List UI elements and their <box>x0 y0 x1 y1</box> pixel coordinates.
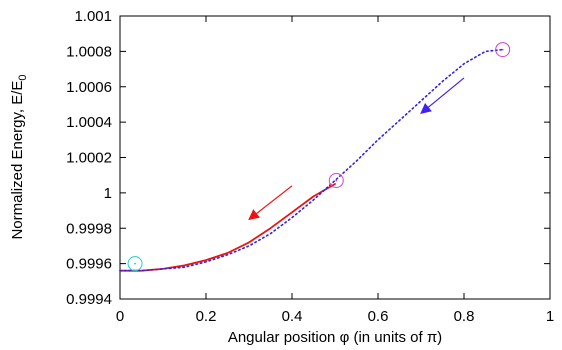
y-tick-label: 1.0004 <box>66 114 112 131</box>
start-circle-dot <box>501 48 504 51</box>
x-axis: 0 0.2 0.4 0.6 0.8 1 <box>116 16 554 325</box>
marker-layer <box>127 42 511 272</box>
series-line-dotted <box>119 48 504 272</box>
y-axis-label-subscript: 0 <box>17 74 29 80</box>
end-circle-dot <box>134 262 136 265</box>
x-tick-label: 0 <box>116 308 124 325</box>
y-tick-label: 0.9994 <box>66 291 112 308</box>
y-tick-label: 1.001 <box>74 8 112 25</box>
x-tick-label: 0.2 <box>196 308 217 325</box>
y-tick-label: 0.9996 <box>66 256 112 273</box>
blue-arrow <box>420 77 465 114</box>
start-circle <box>495 42 511 58</box>
y-tick-label: 1.0002 <box>66 150 112 167</box>
plot-frame <box>119 15 551 300</box>
x-axis-label: Angular position φ (in units of π) <box>228 329 442 346</box>
mid-circle <box>328 172 344 188</box>
series-line-solid <box>119 183 336 272</box>
arrow-layer <box>248 77 465 221</box>
x-tick-label: 0.4 <box>282 308 303 325</box>
end-circle <box>127 256 143 272</box>
y-axis: 0.9994 0.9996 0.9998 1 1.0002 1.0004 1.0006 1.0… <box>66 8 550 308</box>
y-tick-label: 1 <box>104 185 112 202</box>
x-tick-label: 0.6 <box>368 308 389 325</box>
x-tick-label: 0.8 <box>454 308 475 325</box>
y-tick-label: 1.0008 <box>66 43 112 60</box>
red-arrow <box>248 185 293 221</box>
x-tick-label: 1 <box>546 308 554 325</box>
mid-circle-dot <box>335 179 338 182</box>
y-tick-label: 1.0006 <box>66 79 112 96</box>
y-axis-label: Normalized Energy, E/E0 <box>9 74 29 239</box>
y-axis-label-main: Normalized Energy, E/E <box>9 81 26 240</box>
y-tick-label: 0.9998 <box>66 220 112 237</box>
series-layer <box>119 48 504 272</box>
